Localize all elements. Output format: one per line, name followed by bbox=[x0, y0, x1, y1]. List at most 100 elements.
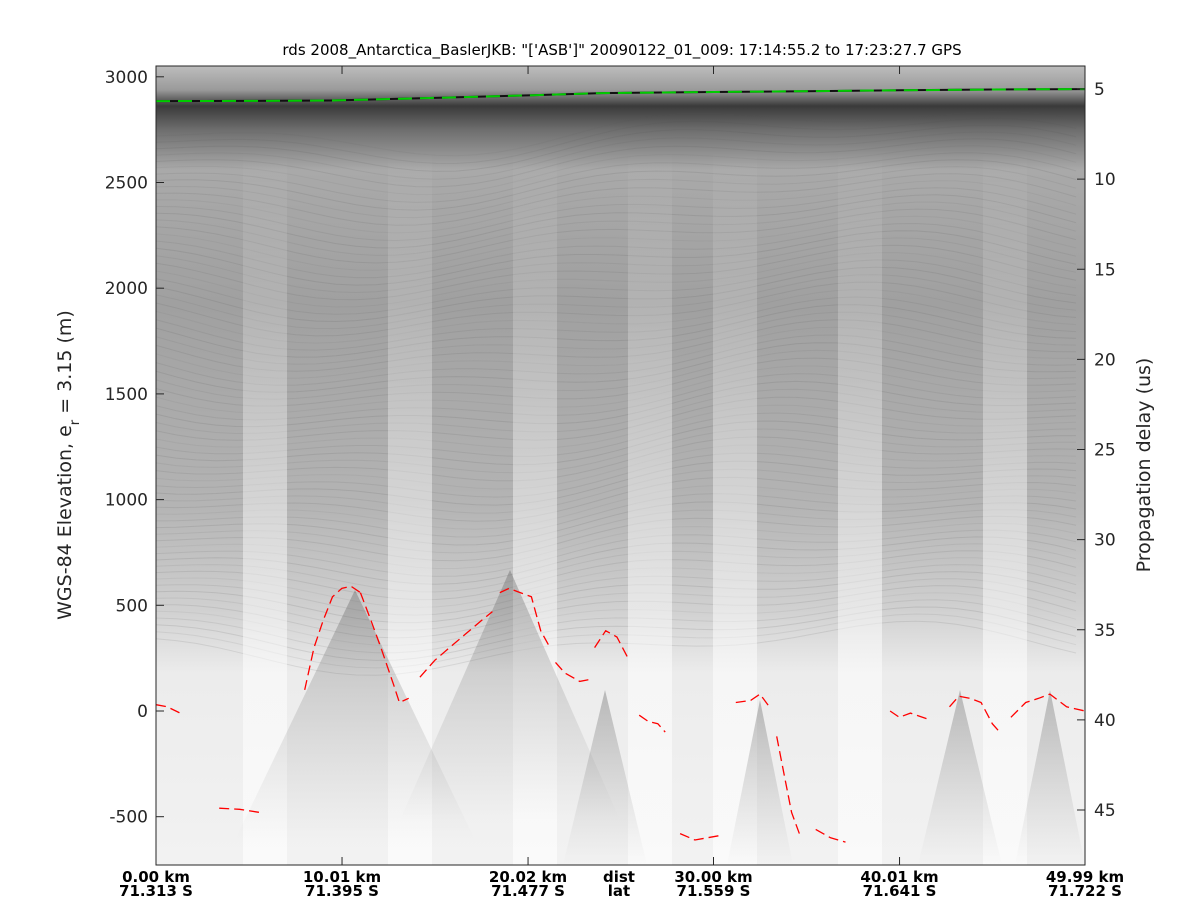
internal-layer bbox=[156, 373, 1077, 421]
bed-pick-segment bbox=[555, 661, 592, 683]
internal-layer bbox=[156, 138, 1077, 188]
x-tick-lat-label: 71.559 S bbox=[677, 882, 751, 900]
internal-layer bbox=[156, 296, 1077, 351]
x-tick-lat-label: 71.477 S bbox=[491, 882, 565, 900]
internal-layer bbox=[156, 388, 1077, 435]
y-tick-label: 0 bbox=[137, 702, 148, 722]
internal-layer bbox=[156, 396, 1077, 441]
bed-pick-segment bbox=[359, 592, 409, 704]
internal-layer bbox=[156, 117, 1077, 165]
y2-tick-label: 45 bbox=[1094, 801, 1116, 821]
bed-echo bbox=[918, 690, 1002, 865]
x-tick-dist-label: 20.02 km bbox=[489, 868, 567, 886]
bed-pick-segment bbox=[304, 585, 361, 691]
y-tick-label: 500 bbox=[116, 596, 148, 616]
bed-echo bbox=[727, 700, 793, 865]
internal-layer bbox=[156, 543, 1077, 593]
bed-pick-segment bbox=[155, 704, 181, 714]
internal-layer bbox=[156, 180, 1077, 234]
internal-layer bbox=[156, 564, 1077, 616]
y2-tick-label: 15 bbox=[1094, 260, 1116, 280]
x-tick-dist-label: 49.99 km bbox=[1046, 868, 1124, 886]
internal-layer bbox=[156, 493, 1077, 538]
y-tick-label: 3000 bbox=[105, 68, 148, 88]
bed-pick-segment bbox=[679, 833, 720, 841]
internal-layer bbox=[156, 252, 1077, 308]
internal-layer bbox=[156, 274, 1077, 330]
x-tick-dist-label: 30.00 km bbox=[674, 868, 752, 886]
x-tick-lat-label: 71.313 S bbox=[119, 882, 193, 900]
internal-layer bbox=[156, 460, 1077, 506]
internal-layer bbox=[156, 288, 1077, 344]
internal-layer bbox=[156, 326, 1077, 379]
internal-layer bbox=[156, 152, 1077, 203]
x-row-label-dist: dist bbox=[603, 868, 635, 886]
radargram-image bbox=[156, 66, 1085, 865]
bed-pick-segment bbox=[219, 807, 261, 814]
internal-layer bbox=[156, 166, 1077, 219]
internal-layer bbox=[156, 311, 1077, 365]
internal-layer bbox=[156, 304, 1077, 358]
x-tick-lat-label: 71.722 S bbox=[1048, 882, 1122, 900]
bright-column bbox=[628, 150, 672, 865]
internal-layer bbox=[156, 124, 1077, 172]
y2-tick-label: 35 bbox=[1094, 621, 1116, 641]
internal-layer bbox=[156, 159, 1077, 211]
internal-layer bbox=[156, 592, 1077, 646]
internal-layer bbox=[156, 515, 1077, 562]
internal-layer bbox=[156, 380, 1077, 428]
bed-echo bbox=[1015, 690, 1085, 865]
internal-layer bbox=[156, 110, 1077, 157]
bed-echo bbox=[400, 570, 620, 820]
y2-tick-label: 5 bbox=[1094, 80, 1105, 100]
internal-layer bbox=[156, 522, 1077, 569]
bright-column bbox=[243, 150, 287, 865]
internal-layer bbox=[156, 173, 1077, 226]
internal-layer bbox=[156, 230, 1077, 286]
internal-layer bbox=[156, 557, 1077, 608]
bed-echo bbox=[235, 590, 475, 840]
bed-pick-segment bbox=[776, 736, 802, 839]
internal-layer bbox=[156, 484, 1077, 530]
internal-layer bbox=[156, 476, 1077, 522]
internal-layer bbox=[156, 349, 1077, 400]
internal-layer bbox=[156, 244, 1077, 301]
internal-layer bbox=[156, 365, 1077, 414]
internal-layer bbox=[156, 266, 1077, 323]
internal-layer bbox=[156, 428, 1076, 474]
surface-pick-line bbox=[155, 88, 1086, 103]
y-tick-label: 2000 bbox=[105, 279, 148, 299]
internal-layer bbox=[156, 578, 1077, 631]
internal-layer bbox=[156, 237, 1077, 294]
bed-pick-segment bbox=[1010, 693, 1086, 718]
internal-layer bbox=[156, 420, 1077, 466]
internal-layer bbox=[156, 501, 1077, 546]
internal-layer bbox=[156, 404, 1077, 449]
y2-tick-label: 25 bbox=[1094, 441, 1116, 461]
y2-axis-label: Propagation delay (us) bbox=[1133, 358, 1155, 573]
internal-layer bbox=[156, 145, 1077, 196]
x-tick-lat-label: 71.395 S bbox=[305, 882, 379, 900]
y-tick-label: 1500 bbox=[105, 385, 148, 405]
y-tick-label: 1000 bbox=[105, 491, 148, 511]
internal-layer bbox=[156, 131, 1077, 180]
x-tick-dist-label: 0.00 km bbox=[122, 868, 190, 886]
internal-layer bbox=[156, 208, 1077, 264]
internal-layer bbox=[156, 606, 1077, 661]
internal-layer bbox=[156, 452, 1077, 498]
internal-layer bbox=[156, 468, 1077, 514]
bed-pick-segment bbox=[949, 695, 1001, 733]
bright-column bbox=[983, 150, 1027, 865]
plot-frame bbox=[155, 65, 1086, 866]
internal-layer bbox=[156, 536, 1077, 585]
x-tick-dist-label: 10.01 km bbox=[303, 868, 381, 886]
internal-layer bbox=[156, 342, 1077, 393]
bed-echo bbox=[563, 690, 647, 865]
internal-layer bbox=[156, 281, 1077, 337]
internal-layer bbox=[156, 599, 1077, 654]
internal-layer bbox=[156, 334, 1077, 386]
bed-pick-segment bbox=[815, 828, 846, 843]
internal-layer bbox=[156, 571, 1077, 624]
bed-pick-segment bbox=[889, 710, 930, 721]
